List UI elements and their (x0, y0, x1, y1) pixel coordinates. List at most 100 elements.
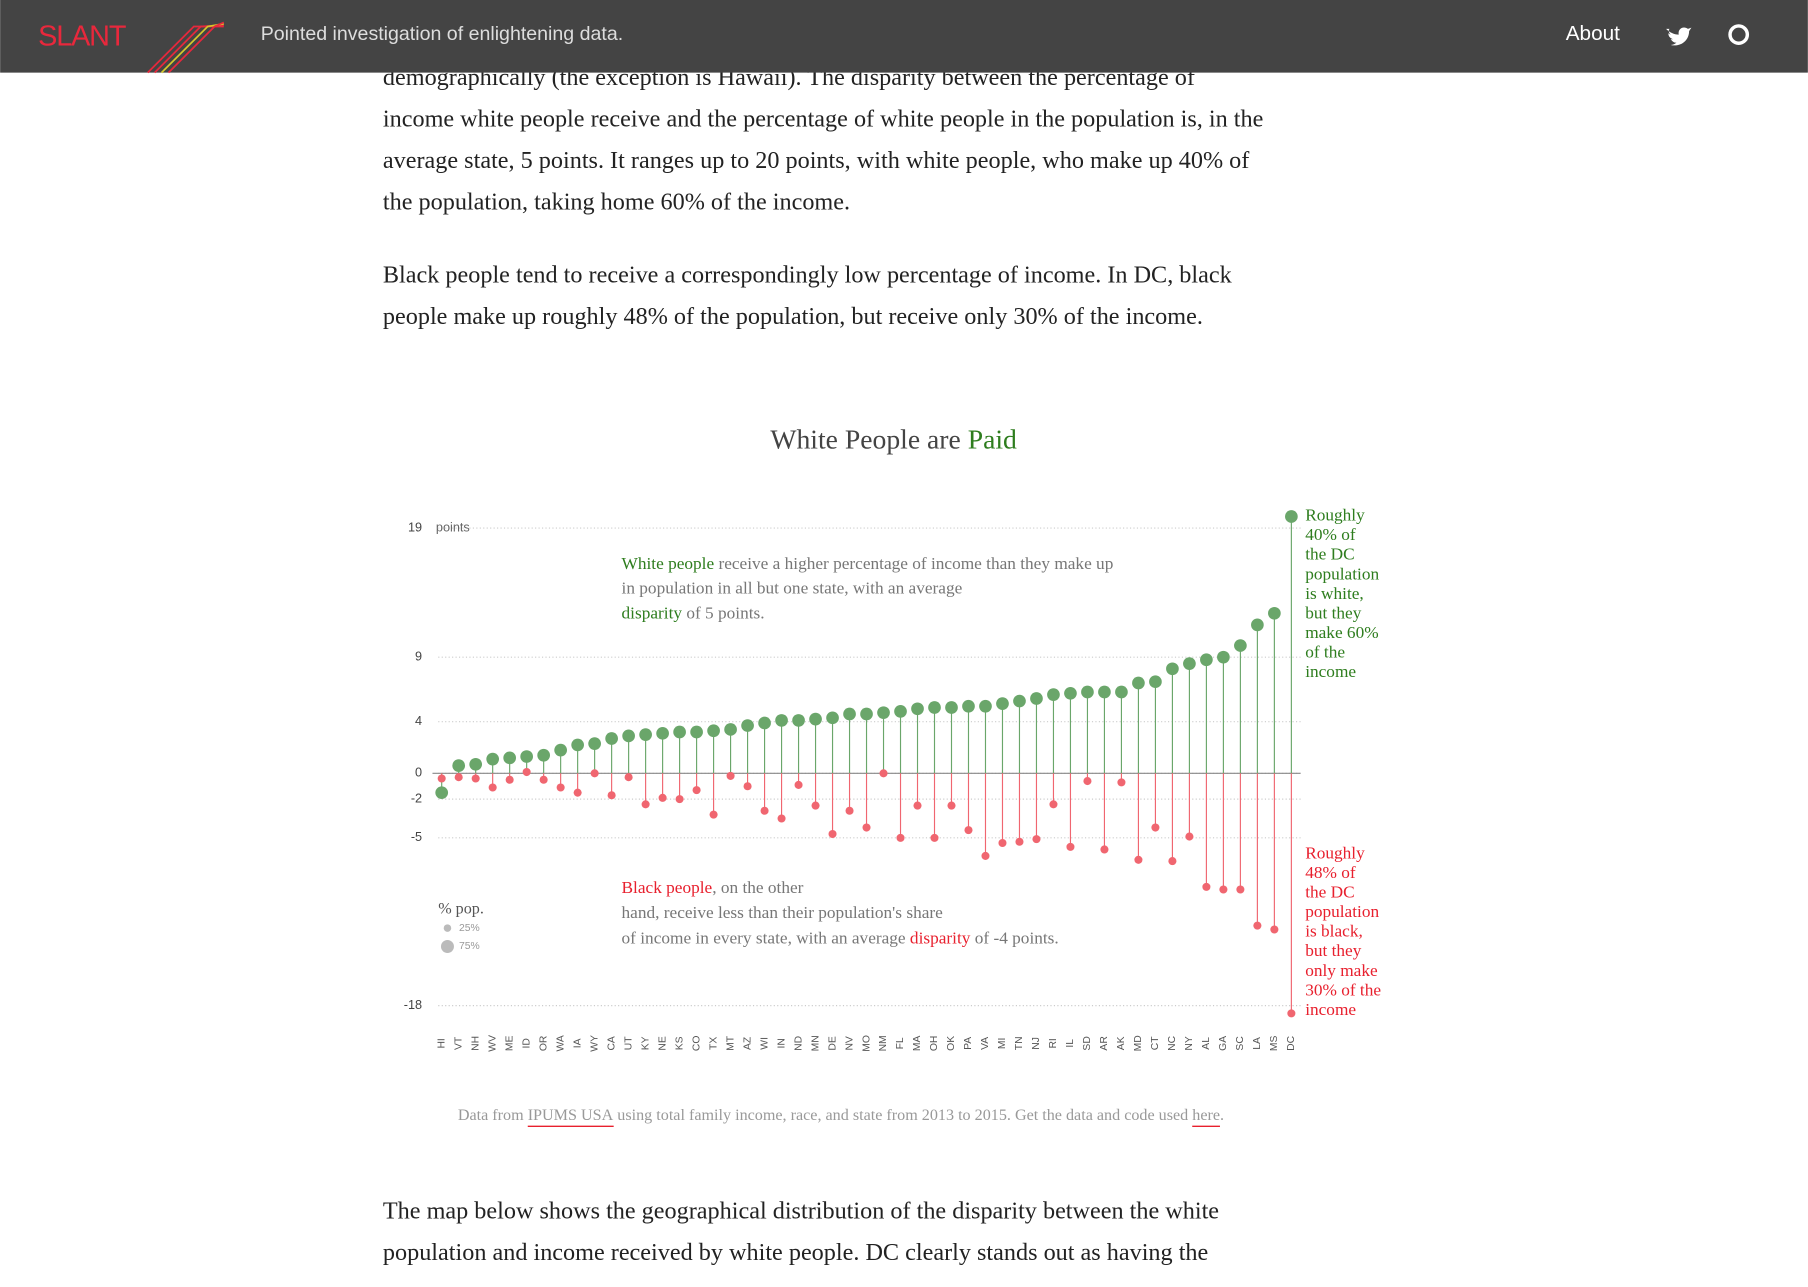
dot (690, 725, 703, 739)
x-tick-label: GA (1218, 1036, 1229, 1051)
dot (845, 806, 854, 815)
x-tick-label: KS (674, 1036, 685, 1050)
dot (1219, 885, 1228, 894)
dc-annotation: 30% of the (1305, 980, 1381, 999)
y-tick-label: 0 (415, 766, 422, 780)
x-tick-label: CT (1150, 1036, 1161, 1050)
dot (826, 711, 839, 725)
annotation: in population in all but one state, with… (622, 579, 963, 598)
brand[interactable]: SLANT (38, 21, 127, 53)
annotation: White people receive a higher percentage… (622, 554, 1114, 573)
x-tick-label: KY (640, 1036, 651, 1050)
x-tick-label: HI (436, 1038, 447, 1048)
link[interactable]: here (1192, 1107, 1220, 1124)
dot (1268, 606, 1281, 620)
x-tick-label: MT (725, 1035, 736, 1051)
dot (1217, 650, 1230, 664)
dot (656, 726, 669, 740)
x-tick-label: VA (980, 1037, 991, 1050)
dc-annotation: the DC (1305, 882, 1354, 901)
dot (743, 782, 752, 791)
x-tick-label: MS (1269, 1035, 1280, 1051)
text-segment: White People are (770, 424, 967, 455)
dot (877, 706, 890, 720)
x-tick-label: WY (589, 1035, 600, 1052)
dot (1253, 921, 1262, 930)
dot (437, 774, 446, 783)
x-tick-label: NJ (1031, 1037, 1042, 1050)
annotation: disparity of 5 points. (622, 603, 765, 622)
text-segment: of 5 points. (682, 603, 765, 622)
x-tick-label: TX (708, 1037, 719, 1050)
text-segment: in population in all but one state, with… (622, 579, 963, 598)
dot (913, 801, 922, 810)
dot (1030, 692, 1043, 705)
x-tick-label: WI (759, 1037, 770, 1050)
x-tick-label: CA (606, 1036, 617, 1050)
dc-annotation: population (1305, 902, 1379, 921)
dot (522, 767, 531, 777)
dot (1285, 510, 1298, 523)
x-tick-label: OR (538, 1036, 549, 1052)
link[interactable]: IPUMS USA (528, 1107, 614, 1124)
dot (1287, 1009, 1296, 1018)
x-tick-label: DC (1286, 1035, 1297, 1050)
navbar (0, 0, 1808, 73)
dot (503, 751, 517, 765)
x-tick-label: ID (521, 1038, 532, 1048)
dc-annotation: only make (1305, 961, 1378, 980)
dot (639, 728, 652, 741)
dc-annotation: 48% of (1305, 863, 1356, 882)
dot (964, 826, 973, 835)
dot (505, 775, 514, 784)
dot (860, 707, 873, 721)
x-tick-label: OH (929, 1036, 940, 1052)
dot (1066, 842, 1075, 851)
dot (896, 833, 905, 842)
dot (996, 697, 1009, 710)
text-segment: , on the other (712, 878, 803, 897)
x-tick-label: IL (1065, 1039, 1076, 1048)
dot (809, 712, 822, 726)
dot (1132, 676, 1145, 690)
dc-annotation: income (1305, 1000, 1356, 1019)
dot (554, 743, 567, 757)
x-tick-label: AK (1116, 1036, 1127, 1050)
source-note: Data from IPUMS USA using total family i… (458, 1107, 1224, 1124)
x-tick-label: CO (691, 1036, 702, 1052)
dot (709, 810, 718, 819)
y-tick-label: -5 (411, 830, 422, 844)
dot (741, 719, 754, 732)
dc-annotation: Roughly (1305, 505, 1365, 524)
x-tick-label: LA (1252, 1037, 1263, 1050)
dot (979, 699, 992, 713)
dot (573, 788, 582, 797)
x-tick-label: SC (1235, 1036, 1246, 1051)
x-tick-label: IA (572, 1038, 583, 1048)
dot (1185, 832, 1194, 841)
dot (537, 748, 550, 762)
text-segment: Data from (458, 1107, 528, 1124)
chart-title: White People are Paid (770, 424, 1017, 455)
x-tick-label: PA (963, 1037, 974, 1050)
dot (1064, 686, 1077, 700)
dot (1117, 778, 1126, 787)
dot (607, 791, 616, 800)
dot (1183, 657, 1196, 670)
dot (1049, 800, 1058, 809)
x-tick-label: NY (1184, 1036, 1195, 1050)
dot (488, 783, 497, 792)
dot (622, 729, 635, 743)
dot (590, 769, 599, 778)
paragraph-line: average state, 5 points. It ranges up to… (383, 147, 1250, 174)
dot (792, 714, 805, 727)
x-tick-label: OK (946, 1036, 957, 1051)
size-legend-label: 75% (459, 941, 480, 952)
paragraph-line: the population, taking home 60% of the i… (383, 189, 850, 216)
size-legend-label: 25% (459, 923, 480, 934)
nav-link[interactable]: About (1566, 22, 1620, 45)
github-icon[interactable] (1728, 24, 1750, 45)
dot (452, 759, 466, 772)
twitter-icon[interactable] (1666, 27, 1692, 46)
dot (998, 838, 1007, 848)
